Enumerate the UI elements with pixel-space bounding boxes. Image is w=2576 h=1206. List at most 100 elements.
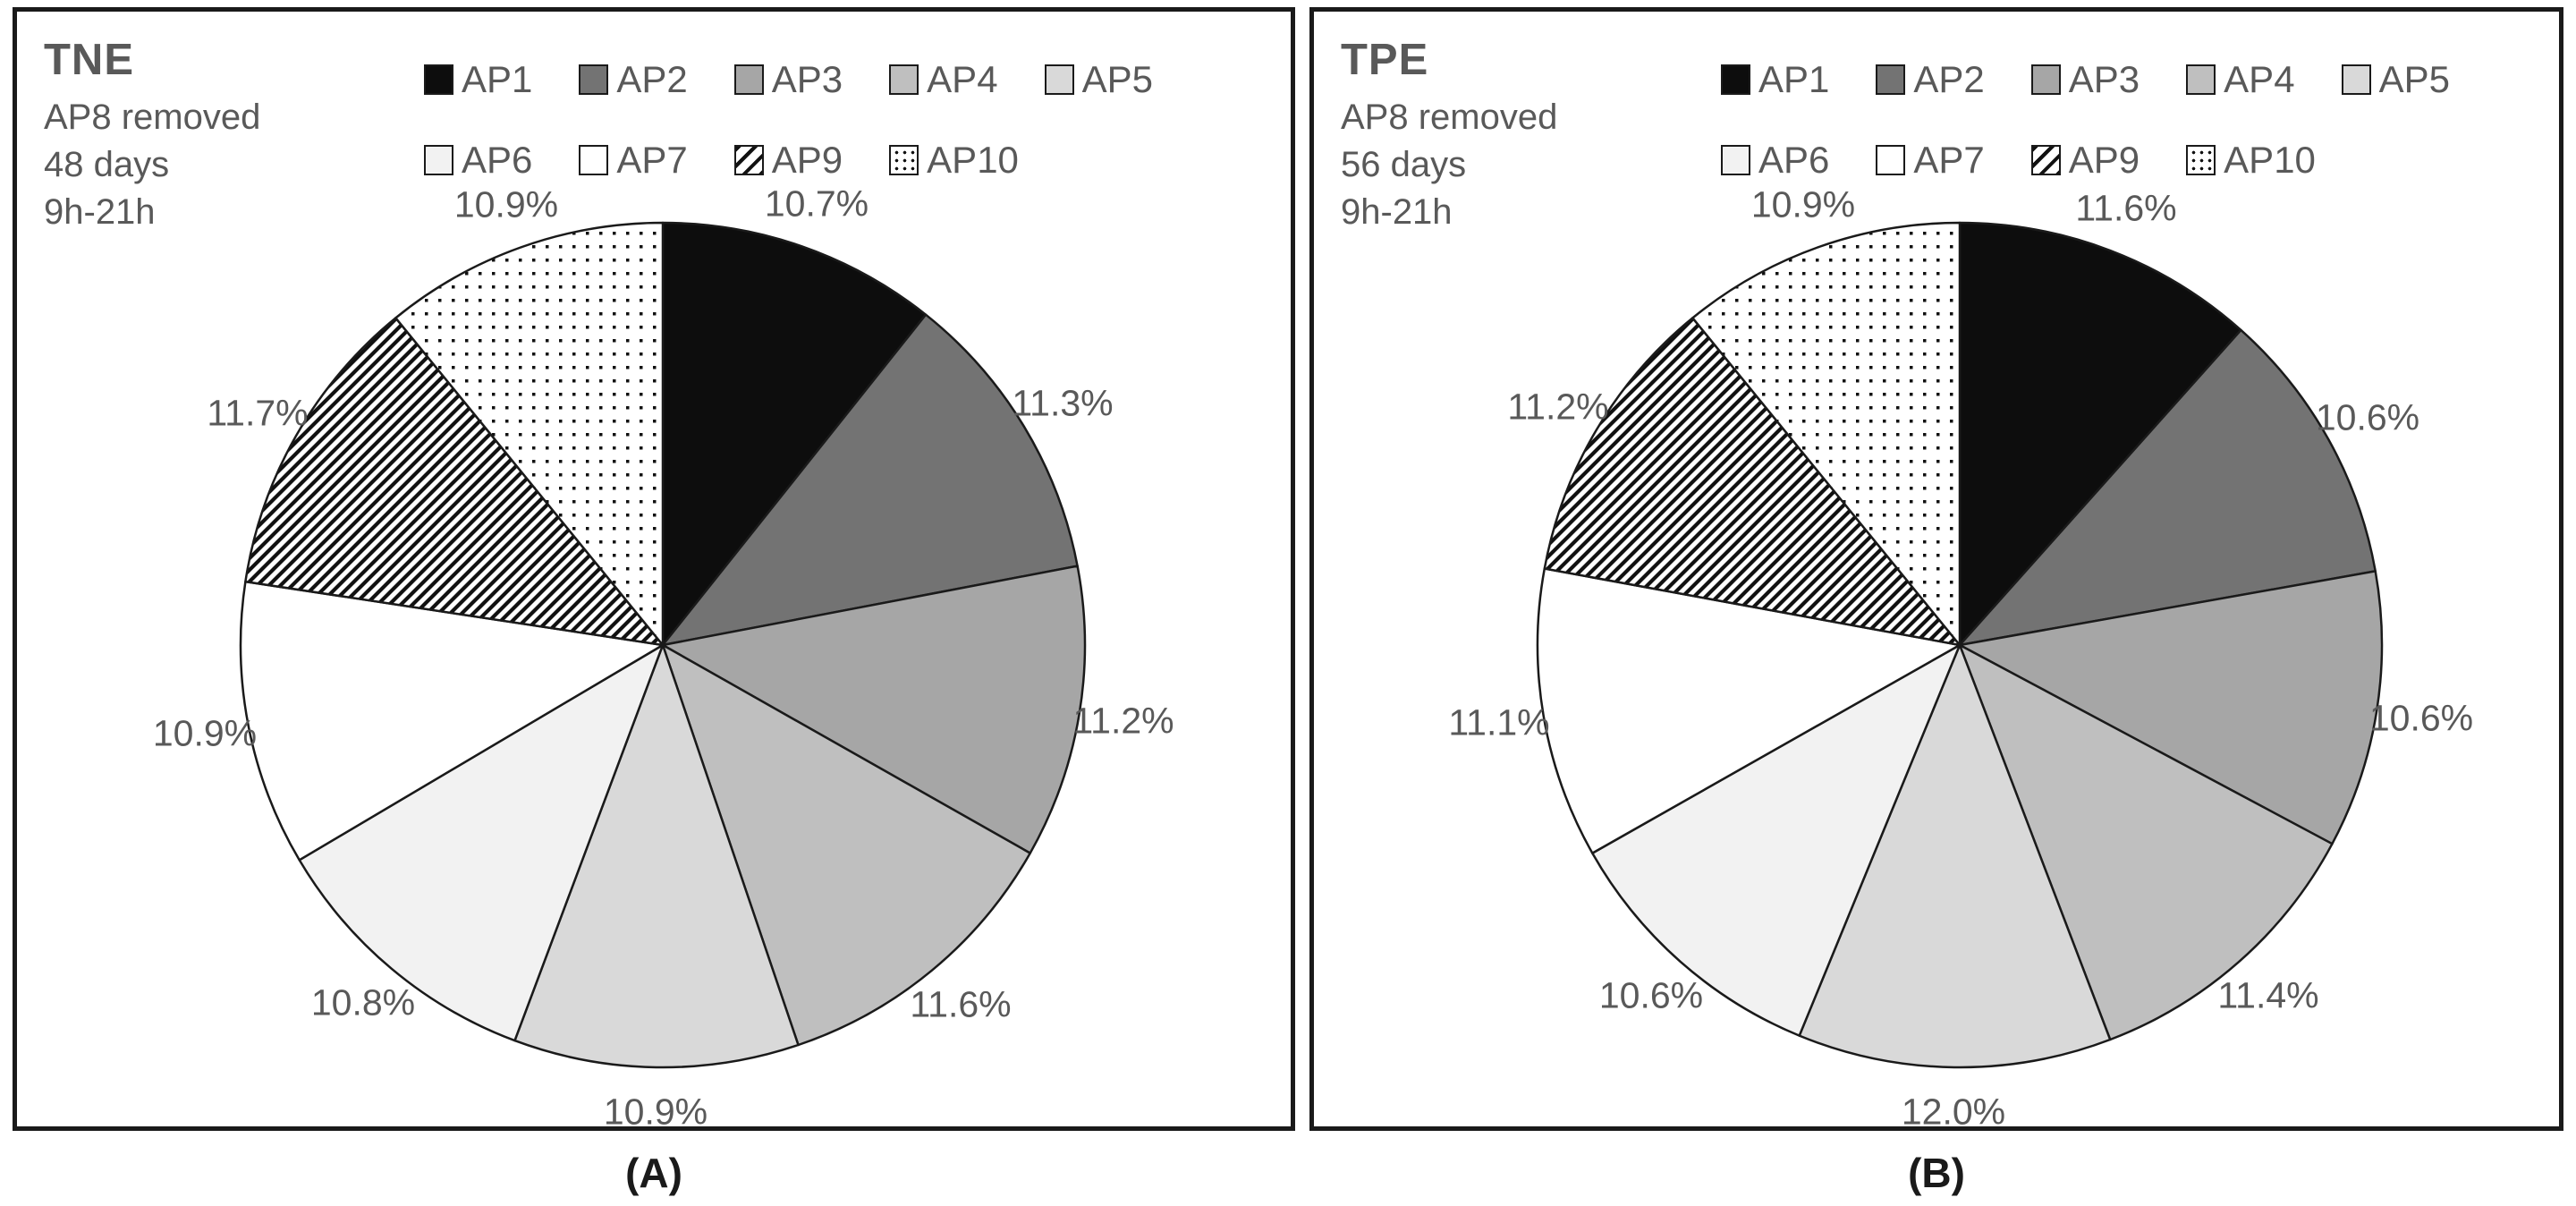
legend-row-1: AP1 AP2 AP3 AP4 AP5 xyxy=(424,58,1153,101)
chart-title-tpe: TPE xyxy=(1341,36,1429,84)
legend-label: AP5 xyxy=(2378,58,2450,100)
pie-label-ap4: 11.4% xyxy=(2217,974,2319,1016)
pie-slice-ap5 xyxy=(1798,643,2112,1069)
chart-info-line: 48 days xyxy=(44,144,170,184)
chart-info-line: 56 days xyxy=(1341,144,1467,184)
legend-label: AP1 xyxy=(1758,58,1830,100)
pie-slice-ap2 xyxy=(661,313,1079,647)
pie-label-ap1: 11.6% xyxy=(2075,187,2177,229)
legend-label: AP7 xyxy=(1913,139,1985,181)
legend-label: AP1 xyxy=(462,58,533,100)
legend-label: AP9 xyxy=(2068,139,2140,181)
chart-title-tne: TNE xyxy=(44,36,134,84)
pie-slice-ap7 xyxy=(239,580,665,862)
legend-item-ap6: AP6 xyxy=(1721,139,1829,182)
legend-swatch-ap9 xyxy=(733,145,764,175)
pie-slice-ap4 xyxy=(661,643,1031,1047)
pie-slice-ap3 xyxy=(661,565,1087,854)
pie-label-ap3: 11.2% xyxy=(1072,700,1174,742)
legend-swatch-ap6 xyxy=(1721,145,1750,175)
legend-label: AP3 xyxy=(2068,58,2140,100)
pie-label-ap2: 11.3% xyxy=(1012,382,1114,424)
pie-label-ap10: 10.9% xyxy=(453,183,559,225)
legend-item-ap2: AP2 xyxy=(1876,58,1985,101)
pie-label-ap5: 10.9% xyxy=(603,1091,708,1133)
chart-info-a: AP8 removed 48 days 9h-21h xyxy=(44,94,260,235)
legend-item-ap6: AP6 xyxy=(424,139,532,182)
pie-chart-tpe xyxy=(1536,221,2384,1069)
legend-label: AP6 xyxy=(462,139,533,181)
legend-label: AP3 xyxy=(771,58,843,100)
pie-slice-ap5 xyxy=(513,643,800,1069)
legend-swatch-ap3 xyxy=(2030,64,2061,95)
chart-panel-b: TPE AP8 removed 56 days 9h-21h AP1 AP2 AP3… xyxy=(1309,7,2563,1133)
legend-label: AP7 xyxy=(616,139,688,181)
legend-swatch-ap2 xyxy=(1876,64,1906,95)
chart-info-b: AP8 removed 56 days 9h-21h xyxy=(1341,94,1557,235)
legend-item-ap5: AP5 xyxy=(2341,58,2450,101)
legend-swatch-ap5 xyxy=(2341,64,2371,95)
pie-slice-ap2 xyxy=(1958,328,2377,647)
legend-item-ap4: AP4 xyxy=(2186,58,2295,101)
pie-slice-ap9 xyxy=(244,317,665,647)
legend-label: AP5 xyxy=(1081,58,1153,100)
legend-swatch-ap10 xyxy=(2186,145,2216,175)
chart-info-line: AP8 removed xyxy=(1341,98,1558,137)
legend-swatch-ap2 xyxy=(579,64,609,95)
legend-item-ap7: AP7 xyxy=(1876,139,1985,182)
pie-label-ap2: 10.6% xyxy=(2315,396,2420,438)
legend-item-ap9: AP9 xyxy=(2030,139,2140,182)
legend-swatch-ap5 xyxy=(1044,64,1074,95)
pie-label-ap9: 11.2% xyxy=(1507,386,1609,428)
pie-label-ap5: 12.0% xyxy=(1901,1091,2006,1133)
pie-label-ap6: 10.6% xyxy=(1598,974,1704,1016)
pie-label-ap4: 11.6% xyxy=(910,983,1012,1025)
pie-label-ap3: 10.6% xyxy=(2368,697,2474,739)
legend-label: AP2 xyxy=(616,58,688,100)
legend-row-2: AP6 AP7 AP9 AP10 xyxy=(1721,139,2316,182)
pie-label-ap6: 10.8% xyxy=(310,981,416,1023)
legend-swatch-ap6 xyxy=(424,145,453,175)
legend-label: AP10 xyxy=(2224,139,2316,181)
legend-item-ap9: AP9 xyxy=(733,139,843,182)
legend-item-ap1: AP1 xyxy=(1721,58,1829,101)
legend-item-ap10: AP10 xyxy=(889,139,1019,182)
legend-item-ap5: AP5 xyxy=(1044,58,1153,101)
pie-slice-ap1 xyxy=(661,221,928,647)
pie-label-ap10: 10.9% xyxy=(1750,183,1856,225)
legend-swatch-ap1 xyxy=(424,64,453,95)
legend-label: AP10 xyxy=(927,139,1019,181)
legend-swatch-ap9 xyxy=(2030,145,2061,175)
pie-slice-ap10 xyxy=(394,221,665,647)
legend-swatch-ap10 xyxy=(889,145,919,175)
pie-slice-ap9 xyxy=(1543,317,1962,647)
legend-label: AP4 xyxy=(2224,58,2295,100)
legend-label: AP4 xyxy=(927,58,998,100)
pie-slice-ap3 xyxy=(1958,570,2384,845)
caption-a: (A) xyxy=(625,1150,682,1196)
legend-swatch-ap7 xyxy=(1876,145,1906,175)
pie-label-ap1: 10.7% xyxy=(764,183,869,225)
legend-row-2: AP6 AP7 AP9 AP10 xyxy=(424,139,1019,182)
pie-slice-ap10 xyxy=(1691,221,1962,647)
chart-info-line: 9h-21h xyxy=(1341,191,1453,232)
legend-item-ap3: AP3 xyxy=(733,58,843,101)
legend-swatch-ap3 xyxy=(733,64,764,95)
pie-slice-ap1 xyxy=(1958,221,2242,647)
caption-b: (B) xyxy=(1908,1150,1965,1196)
legend-swatch-ap1 xyxy=(1721,64,1750,95)
legend-item-ap1: AP1 xyxy=(424,58,532,101)
pie-label-ap7: 11.1% xyxy=(1448,701,1550,743)
legend-row-1: AP1 AP2 AP3 AP4 AP5 xyxy=(1721,58,2450,101)
legend-label: AP2 xyxy=(1913,58,1985,100)
legend-label: AP9 xyxy=(771,139,843,181)
legend-swatch-ap4 xyxy=(889,64,919,95)
pie-chart-tne xyxy=(239,221,1087,1069)
legend-item-ap10: AP10 xyxy=(2186,139,2316,182)
legend-swatch-ap7 xyxy=(579,145,609,175)
pie-label-ap9: 11.7% xyxy=(207,392,309,434)
pie-slice-ap7 xyxy=(1536,567,1962,854)
pie-slice-ap6 xyxy=(298,643,665,1042)
chart-info-line: 9h-21h xyxy=(44,191,156,232)
